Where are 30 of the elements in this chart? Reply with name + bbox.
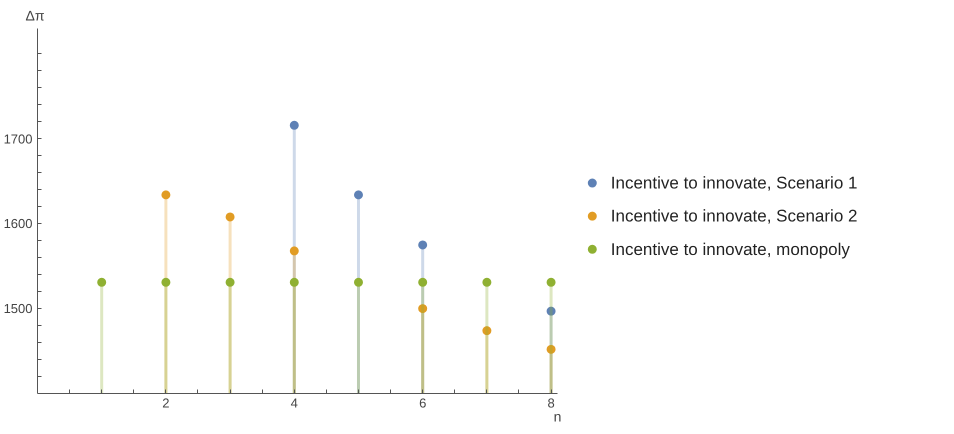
point xyxy=(226,278,235,287)
x-tick-label: 8 xyxy=(547,396,555,410)
x-tick-label: 6 xyxy=(419,396,426,410)
point xyxy=(482,278,492,287)
point xyxy=(354,190,363,200)
point xyxy=(418,240,428,250)
x-tick-label: 4 xyxy=(290,396,298,410)
legend-label: Incentive to innovate, Scenario 2 xyxy=(610,206,858,226)
point xyxy=(546,306,556,316)
y-tick-label: 1600 xyxy=(4,216,32,232)
x-tick-label: 2 xyxy=(162,396,170,410)
point xyxy=(290,120,299,130)
legend-label: Incentive to innovate, monopoly xyxy=(610,240,850,259)
y-tick-label: 1500 xyxy=(4,301,32,316)
y-tick-label: 1700 xyxy=(4,131,32,146)
point xyxy=(161,190,170,200)
point xyxy=(418,304,428,314)
point xyxy=(482,326,492,336)
legend-label: Incentive to innovate, Scenario 1 xyxy=(610,174,858,193)
point xyxy=(290,278,299,287)
point xyxy=(546,344,556,354)
x-axis-title: n xyxy=(554,408,562,424)
point xyxy=(97,278,106,287)
y-axis-title: Δπ xyxy=(26,8,45,24)
point xyxy=(546,278,556,287)
point xyxy=(418,278,428,287)
point xyxy=(161,278,170,287)
point xyxy=(290,246,299,256)
point xyxy=(226,212,235,222)
point xyxy=(354,278,363,287)
